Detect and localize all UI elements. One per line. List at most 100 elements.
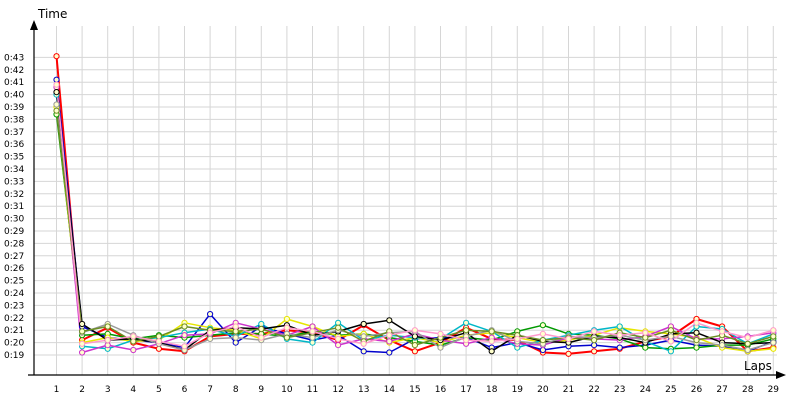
data-point [360, 340, 367, 347]
data-point [53, 81, 60, 88]
data-point [360, 348, 367, 355]
data-point [335, 342, 342, 349]
y-tick-label: 0:30 [4, 215, 24, 225]
y-tick-label: 0:37 [4, 128, 24, 138]
data-point [104, 323, 111, 330]
data-point [232, 323, 239, 330]
y-tick-label: 0:34 [4, 165, 24, 175]
data-point [130, 346, 137, 354]
y-tick-label: 0:23 [4, 301, 24, 311]
data-point [539, 330, 547, 337]
x-tick-label: 19 [512, 385, 524, 395]
x-tick-label: 14 [384, 385, 396, 395]
data-point [744, 340, 751, 347]
axes [28, 20, 786, 379]
data-point [616, 332, 623, 339]
y-tick-label: 0:20 [4, 339, 24, 349]
data-point [539, 322, 547, 329]
data-point [386, 332, 393, 339]
data-point [79, 328, 86, 335]
data-point [155, 345, 162, 352]
x-tick-label: 10 [281, 385, 293, 395]
x-tick-label: 1 [54, 385, 60, 395]
x-tick-label: 24 [640, 385, 652, 395]
data-point [667, 333, 675, 340]
data-point [591, 337, 598, 344]
data-point [770, 327, 777, 334]
y-tick-label: 0:29 [4, 227, 24, 237]
y-axis-arrow [30, 20, 38, 30]
data-point [232, 339, 239, 346]
y-tick-label: 0:43 [4, 53, 24, 63]
data-point [667, 338, 675, 345]
x-tick-label: 28 [742, 385, 754, 395]
data-point [283, 315, 290, 323]
data-point [770, 333, 777, 340]
data-point [770, 339, 777, 346]
data-point [360, 320, 367, 328]
data-point [258, 334, 265, 341]
x-tick-label: 20 [537, 385, 549, 395]
y-tick-label: 0:32 [4, 190, 24, 200]
data-point [463, 319, 470, 326]
data-point [130, 338, 137, 345]
data-point [667, 348, 675, 355]
data-point [744, 346, 751, 354]
data-point [411, 342, 418, 349]
data-point [335, 324, 342, 331]
data-point [693, 329, 700, 336]
y-tick-label: 0:41 [4, 78, 24, 88]
x-tick-label: 29 [768, 385, 780, 395]
data-point [642, 329, 649, 336]
data-point [591, 348, 598, 355]
data-point [744, 334, 751, 341]
x-axis-title: Laps [744, 359, 772, 373]
data-point [591, 342, 598, 349]
data-point [104, 342, 111, 349]
y-tick-label: 0:35 [4, 153, 24, 163]
series-points [53, 53, 777, 357]
x-tick-label: 2 [79, 385, 85, 395]
data-point [386, 338, 393, 345]
data-point [181, 323, 188, 330]
data-point [155, 338, 162, 345]
x-tick-label: 17 [460, 385, 471, 395]
data-point [53, 107, 60, 114]
data-point [642, 344, 649, 351]
data-point [591, 328, 598, 335]
data-point [130, 333, 137, 340]
data-point [770, 345, 777, 352]
x-tick-label: 8 [233, 385, 239, 395]
x-tick-label: 18 [486, 385, 498, 395]
data-point [565, 350, 572, 357]
x-tick-label: 7 [207, 385, 213, 395]
y-axis-title: Time [37, 7, 67, 21]
data-point [283, 324, 290, 331]
y-tick-label: 0:38 [4, 115, 24, 125]
data-point [437, 344, 444, 351]
data-point [207, 335, 214, 342]
grid [34, 26, 777, 375]
data-point [258, 320, 265, 328]
data-point [411, 327, 418, 334]
x-tick-label: 25 [665, 385, 676, 395]
data-point [667, 327, 675, 334]
x-tick-label: 3 [105, 385, 111, 395]
x-tick-label: 11 [307, 385, 318, 395]
data-point [79, 320, 86, 328]
data-point [616, 344, 623, 351]
data-point [53, 89, 60, 96]
data-point [104, 337, 111, 344]
data-point [232, 334, 239, 341]
y-tick-label: 0:42 [4, 66, 24, 76]
x-tick-label: 5 [156, 385, 162, 395]
data-point [181, 332, 188, 339]
data-point [616, 323, 623, 330]
data-point [181, 343, 188, 350]
data-point [79, 340, 86, 347]
y-tick-label: 0:25 [4, 277, 24, 287]
y-tick-label: 0:21 [4, 326, 24, 336]
data-point [386, 317, 393, 324]
